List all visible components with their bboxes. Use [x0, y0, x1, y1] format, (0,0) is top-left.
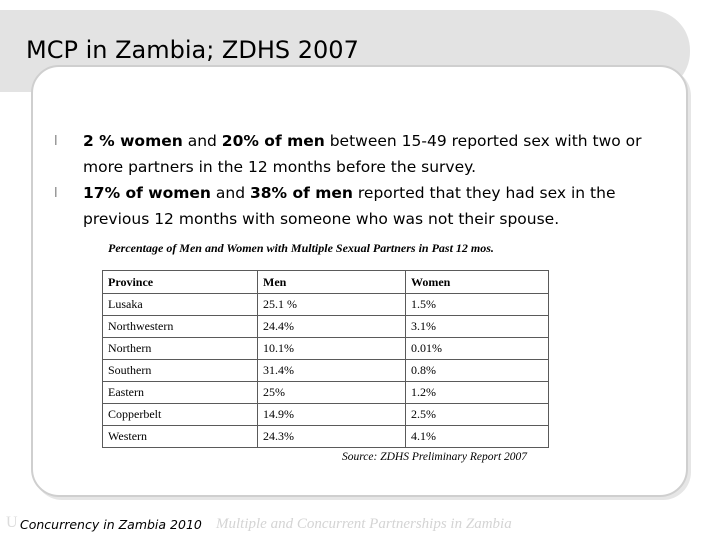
cell-men: 14.9% — [257, 403, 406, 426]
cell-province: Copperbelt — [102, 403, 258, 426]
cell-province: Western — [102, 425, 258, 448]
bullet-emphasis: 38% of men — [249, 184, 353, 202]
bullet-emphasis: 17% of women — [83, 184, 211, 202]
column-header-men: Men — [257, 270, 406, 294]
table-row: Northern 10.1% 0.01% — [102, 337, 549, 360]
cell-men: 25.1 % — [257, 293, 406, 316]
cell-province: Eastern — [102, 381, 258, 404]
cell-province: Lusaka — [102, 293, 258, 316]
cell-province: Northwestern — [102, 315, 258, 338]
cell-women: 0.8% — [405, 359, 549, 382]
bullet-text: reported that they had sex in the previo… — [83, 184, 616, 228]
footer-ghost-letter: U — [6, 514, 18, 531]
bullet-item: l 17% of women and 38% of men reported t… — [54, 180, 674, 232]
cell-men: 24.3% — [257, 425, 406, 448]
table-row: Western 24.3% 4.1% — [102, 425, 549, 448]
province-table: Province Men Women Lusaka 25.1 % 1.5% No… — [102, 270, 549, 448]
table-row: Copperbelt 14.9% 2.5% — [102, 403, 549, 426]
bullet-text: and — [210, 184, 250, 202]
slide-title: MCP in Zambia; ZDHS 2007 — [26, 36, 359, 64]
table-source: Source: ZDHS Preliminary Report 2007 — [342, 451, 528, 463]
bullet-text: and — [182, 132, 222, 150]
cell-men: 10.1% — [257, 337, 406, 360]
cell-men: 25% — [257, 381, 406, 404]
bullet-dot-icon: l — [54, 186, 58, 201]
table-row: Northwestern 24.4% 3.1% — [102, 315, 549, 338]
bullet-dot-icon: l — [54, 134, 58, 149]
cell-province: Southern — [102, 359, 258, 382]
column-header-province: Province — [102, 270, 258, 294]
bullet-list: l 2 % women and 20% of men between 15-49… — [54, 128, 674, 232]
cell-men: 31.4% — [257, 359, 406, 382]
bullet-emphasis: 2 % women — [83, 132, 183, 150]
cell-province: Northern — [102, 337, 258, 360]
table-header-row: Province Men Women — [102, 270, 549, 294]
footer-left-text: Concurrency in Zambia 2010 — [20, 517, 202, 532]
cell-women: 1.2% — [405, 381, 549, 404]
column-header-women: Women — [405, 270, 549, 294]
cell-women: 3.1% — [405, 315, 549, 338]
bullet-item: l 2 % women and 20% of men between 15-49… — [54, 128, 674, 180]
table-row: Lusaka 25.1 % 1.5% — [102, 293, 549, 316]
bullet-text: between 15-49 reported sex with two or m… — [83, 132, 642, 176]
table-row: Eastern 25% 1.2% — [102, 381, 549, 404]
bullet-emphasis: 20% of men — [221, 132, 325, 150]
cell-women: 2.5% — [405, 403, 549, 426]
table-caption: Percentage of Men and Women with Multipl… — [108, 241, 494, 255]
cell-women: 0.01% — [405, 337, 549, 360]
cell-men: 24.4% — [257, 315, 406, 338]
cell-women: 1.5% — [405, 293, 549, 316]
table-row: Southern 31.4% 0.8% — [102, 359, 549, 382]
footer-right-text: Multiple and Concurrent Partnerships in … — [216, 516, 512, 532]
cell-women: 4.1% — [405, 425, 549, 448]
